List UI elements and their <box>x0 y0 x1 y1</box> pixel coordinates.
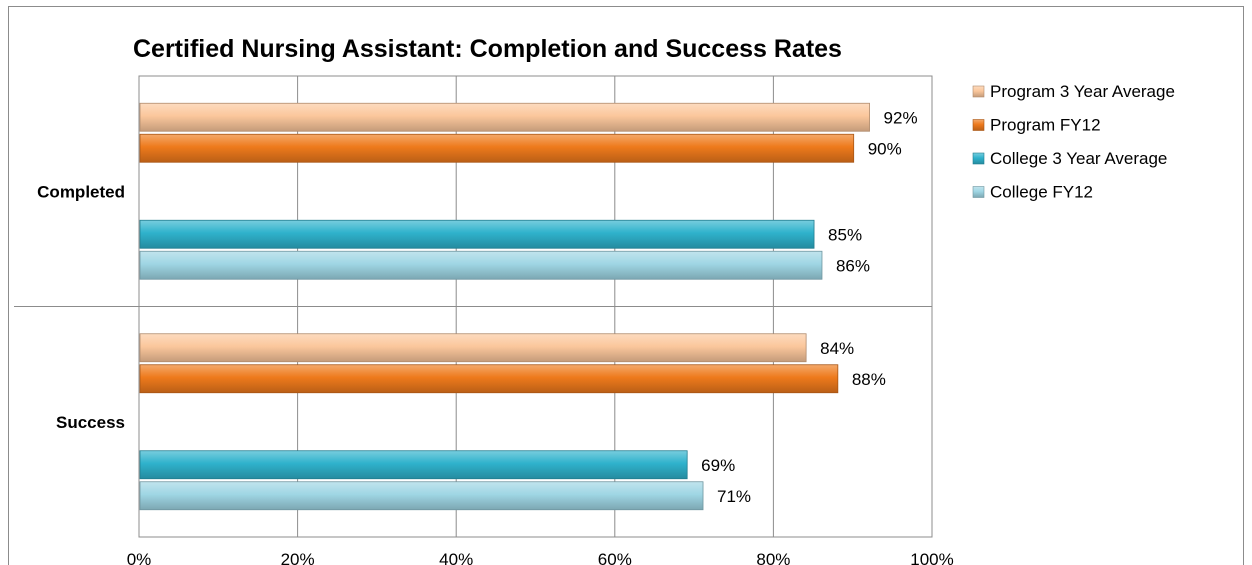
data-label-completed-program-fy12: 90% <box>868 139 902 158</box>
x-tick-label: 40% <box>439 550 473 565</box>
category-labels: Completed Success <box>37 182 125 432</box>
data-label-completed-program-3-year-average: 92% <box>884 108 918 127</box>
category-label-completed: Completed <box>37 182 125 201</box>
data-label-completed-college-3-year-average: 85% <box>828 225 862 244</box>
bar-success-college-3-year-average <box>139 450 688 480</box>
legend-label-college-3-year-average: College 3 Year Average <box>990 149 1167 168</box>
legend-label-program-3-year-average: Program 3 Year Average <box>990 82 1175 101</box>
data-label-success-college-fy12: 71% <box>717 487 751 506</box>
legend-label-college-fy12: College FY12 <box>990 183 1093 202</box>
chart-title: Certified Nursing Assistant: Completion … <box>133 35 842 63</box>
x-tick-label: 0% <box>127 550 152 565</box>
data-label-success-program-3-year-average: 84% <box>820 339 854 358</box>
data-label-success-college-3-year-average: 69% <box>701 456 735 475</box>
bar-completed-college-fy12 <box>139 250 823 280</box>
bar-completed-program-3-year-average <box>139 102 870 132</box>
x-tick-label: 20% <box>281 550 315 565</box>
bar-success-program-fy12 <box>139 364 839 394</box>
legend-swatch-program-fy12 <box>972 119 985 131</box>
category-label-success: Success <box>56 413 125 432</box>
bar-completed-college-3-year-average <box>139 219 815 249</box>
x-tick-label: 100% <box>910 550 953 565</box>
data-label-completed-college-fy12: 86% <box>836 256 870 275</box>
legend-swatch-college-3-year-average <box>972 152 985 165</box>
legend-swatch-college-fy12 <box>972 186 985 198</box>
x-tick-label: 60% <box>598 550 632 565</box>
bars <box>139 102 870 511</box>
x-tick-labels: 0% 20% 40% 60% 80% 100% <box>127 550 954 565</box>
legend-swatch-program-3-year-average <box>972 85 985 98</box>
bar-success-program-3-year-average <box>139 333 807 363</box>
data-labels: 92% 90% 85% 86% 84% 88% 69% 71% <box>701 108 917 506</box>
legend-label-program-fy12: Program FY12 <box>990 116 1101 135</box>
x-tick-label: 80% <box>756 550 790 565</box>
data-label-success-program-fy12: 88% <box>852 370 886 389</box>
legend: Program 3 Year Average Program FY12 Colleg… <box>972 82 1175 202</box>
bar-success-college-fy12 <box>139 481 704 511</box>
bar-completed-program-fy12 <box>139 133 855 163</box>
